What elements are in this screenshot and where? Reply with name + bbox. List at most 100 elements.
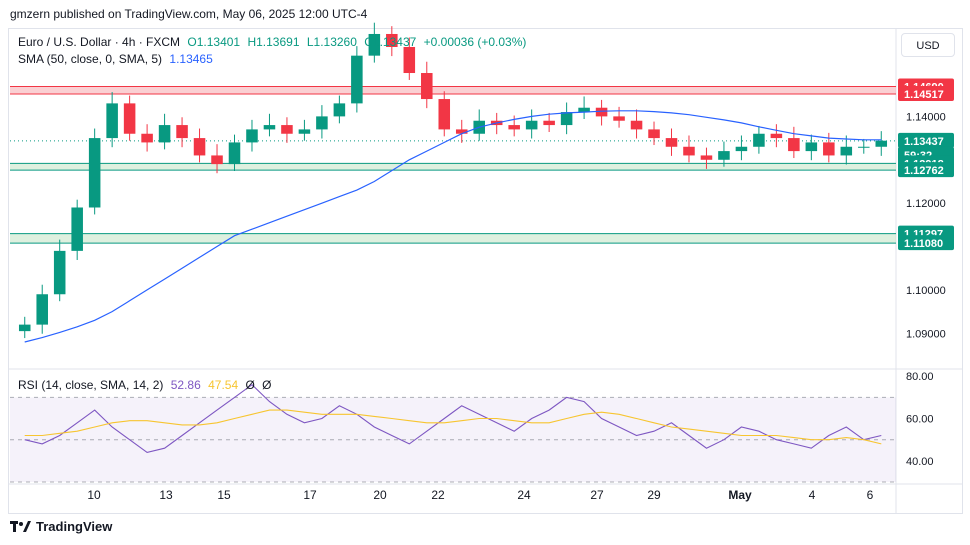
price-label-1: 1.14517 <box>898 85 954 101</box>
time-tick-2: 15 <box>217 488 231 502</box>
candle-body-23 <box>421 73 433 100</box>
candle-body-12 <box>228 142 241 165</box>
candle-body-6 <box>123 103 136 134</box>
chart-frame <box>8 28 963 514</box>
rsi-sma-value: 47.54 <box>208 378 239 392</box>
candle-body-24 <box>438 99 451 130</box>
candle-body-41 <box>735 146 748 152</box>
price-legend: Euro / U.S. Dollar · 4h · FXCM O1.13401 … <box>18 35 526 49</box>
sma-line <box>24 110 882 343</box>
price-label-text-2: 1.13437 <box>904 136 944 148</box>
open-value: O1.13401 <box>187 35 241 49</box>
candle-body-11 <box>211 155 223 165</box>
candle-body-19 <box>351 55 363 104</box>
candle-body-15 <box>281 125 293 134</box>
time-tick-10: 4 <box>809 488 816 502</box>
candle-body-30 <box>543 120 555 126</box>
candle-body-47 <box>840 146 853 156</box>
rsi-label[interactable]: RSI (14, close, SMA, 14, 2) <box>18 378 164 392</box>
candle-body-48 <box>858 146 870 148</box>
price-label-text-1: 1.14517 <box>904 89 944 101</box>
zone-support-2 <box>10 233 896 244</box>
price-label-box-7 <box>898 235 954 251</box>
candle-body-1 <box>36 294 48 325</box>
candle-body-17 <box>316 116 328 130</box>
tradingview-logo-icon <box>10 521 31 532</box>
candle-body-44 <box>788 138 800 152</box>
candle-body-16 <box>298 129 311 134</box>
time-tick-11: 6 <box>867 488 874 502</box>
zone-resistance-0 <box>10 86 896 94</box>
time-tick-3: 17 <box>303 488 317 502</box>
candle-body-43 <box>770 133 783 139</box>
candle-body-33 <box>595 107 608 117</box>
candle-body-46 <box>823 142 835 156</box>
candle-body-45 <box>805 142 818 152</box>
rsi-extra-1: Ø <box>245 378 255 392</box>
candle-body-28 <box>508 125 520 130</box>
rsi-extra-2: Ø <box>262 378 272 392</box>
price-label-box-5 <box>898 162 954 178</box>
time-tick-8: 29 <box>647 488 661 502</box>
candle-body-34 <box>613 116 625 121</box>
time-tick-5: 22 <box>431 488 445 502</box>
candle-body-29 <box>525 120 538 130</box>
rsi-series-line-0 <box>24 383 882 453</box>
price-label-text-5: 1.12762 <box>904 165 944 177</box>
time-tick-1: 13 <box>159 488 173 502</box>
price-label-5: 1.12762 <box>898 162 954 178</box>
candle-body-21 <box>386 33 398 47</box>
tradingview-footer[interactable]: TradingView <box>10 519 112 534</box>
candle-body-8 <box>158 125 171 143</box>
candle-body-35 <box>630 120 643 130</box>
time-tick-9: May <box>728 488 752 502</box>
candle-body-9 <box>176 125 188 139</box>
rsi-tick-2: 40.00 <box>906 456 934 468</box>
time-tick-0: 10 <box>87 488 101 502</box>
sma-legend: SMA (50, close, 0, SMA, 5) 1.13465 <box>18 52 213 66</box>
rsi-tick-1: 60.00 <box>906 414 934 426</box>
candle-body-0 <box>18 324 31 332</box>
candle-body-38 <box>683 146 695 156</box>
candle-body-22 <box>403 46 416 74</box>
candle-body-37 <box>665 138 678 147</box>
candle-body-14 <box>263 125 276 130</box>
zone-support-1 <box>10 163 896 171</box>
rsi-series-line-1 <box>24 409 882 445</box>
price-label-2: 1.13437 <box>898 132 954 148</box>
close-value: C1.13437 <box>364 35 417 49</box>
tradingview-brand: TradingView <box>36 519 113 534</box>
price-label-box-2 <box>898 132 954 148</box>
sma-value: 1.13465 <box>169 52 213 66</box>
sma-label[interactable]: SMA (50, close, 0, SMA, 5) <box>18 52 163 66</box>
candle-body-2 <box>53 250 66 295</box>
candle-body-13 <box>246 129 258 143</box>
rsi-tick-0: 80.00 <box>906 371 934 383</box>
candle-body-32 <box>578 107 590 113</box>
time-tick-4: 20 <box>373 488 387 502</box>
time-tick-6: 24 <box>517 488 531 502</box>
candle-body-42 <box>753 133 765 147</box>
price-tick-0: 1.09000 <box>906 328 946 340</box>
price-label-text-7: 1.11080 <box>904 238 943 250</box>
currency-button[interactable]: USD <box>901 33 955 57</box>
candle-body-5 <box>106 103 118 139</box>
candle-body-3 <box>71 207 83 251</box>
rsi-value: 52.86 <box>170 378 201 392</box>
candle-body-36 <box>648 129 660 139</box>
candle-body-31 <box>560 112 573 126</box>
rsi-legend: RSI (14, close, SMA, 14, 2) 52.86 47.54 … <box>18 378 272 392</box>
high-value: H1.13691 <box>247 35 300 49</box>
candle-body-20 <box>368 33 381 56</box>
time-tick-7: 27 <box>590 488 604 502</box>
candle-body-39 <box>700 155 713 160</box>
candle-body-25 <box>455 129 468 134</box>
price-label-box-1 <box>898 85 954 101</box>
price-tick-3: 1.14000 <box>906 111 946 123</box>
published-by-text: gmzern published on TradingView.com, May… <box>10 7 368 21</box>
candle-body-18 <box>333 103 346 117</box>
price-tick-2: 1.12000 <box>906 198 946 210</box>
symbol-label[interactable]: Euro / U.S. Dollar · 4h · FXCM <box>18 35 181 49</box>
candle-body-10 <box>193 138 206 156</box>
